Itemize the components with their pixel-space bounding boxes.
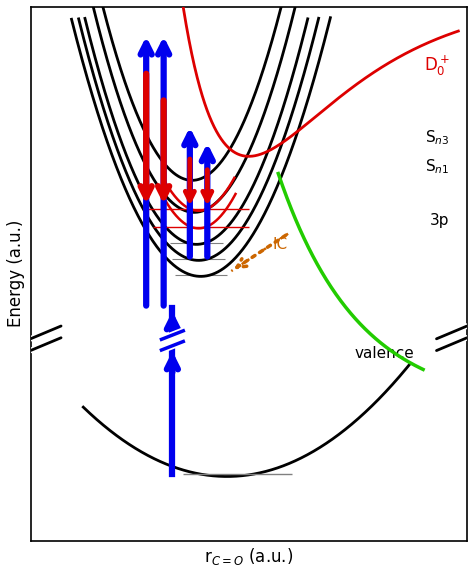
Text: D$_0^+$: D$_0^+$ (424, 53, 450, 78)
Text: valence: valence (355, 346, 415, 361)
Text: IC: IC (273, 237, 288, 252)
Text: 3p: 3p (430, 213, 450, 228)
Y-axis label: Energy (a.u.): Energy (a.u.) (7, 220, 25, 327)
X-axis label: r$_{C=O}$ (a.u.): r$_{C=O}$ (a.u.) (204, 546, 293, 567)
Text: S$_{n1}$: S$_{n1}$ (425, 158, 450, 176)
Text: S$_{n3}$: S$_{n3}$ (425, 129, 450, 147)
